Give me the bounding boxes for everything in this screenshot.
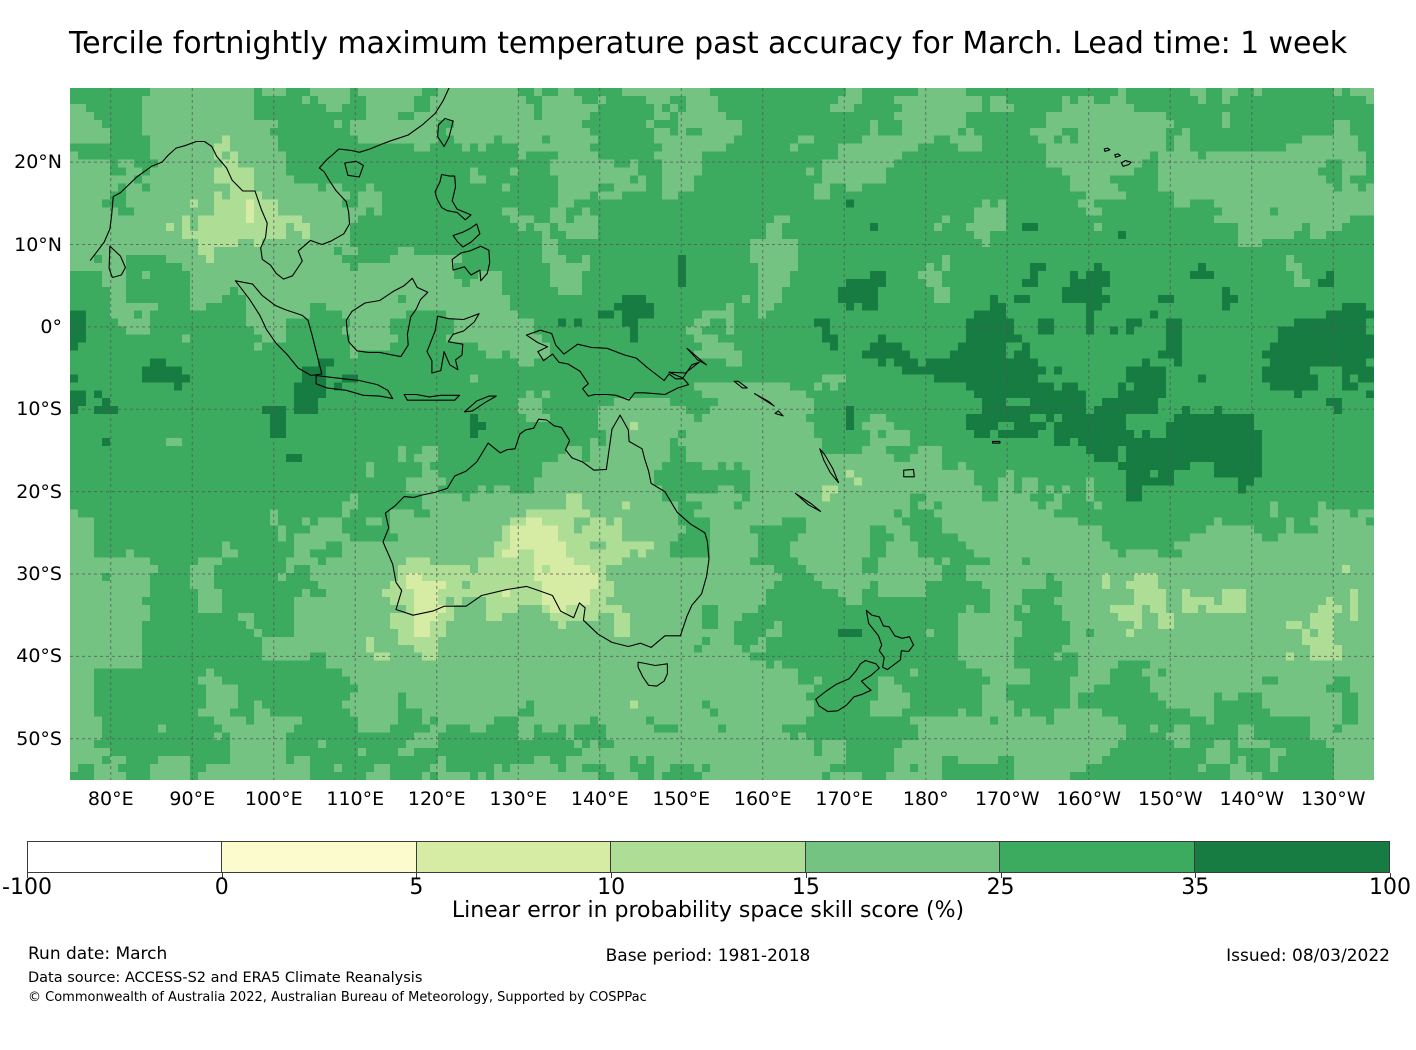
- coastline-path: [435, 175, 471, 220]
- copyright-text: © Commonwealth of Australia 2022, Austra…: [28, 990, 647, 1005]
- coastline-path: [904, 469, 915, 476]
- coastline-path: [775, 411, 783, 416]
- issued-date-text: Issued: 08/03/2022: [1226, 946, 1390, 966]
- coastlines: [70, 88, 1374, 780]
- x-tick-label: 160°E: [733, 788, 792, 810]
- colorbar-tick-label: 5: [409, 875, 424, 900]
- colorbar-gradient: [27, 841, 1390, 873]
- x-tick-label: 130°E: [489, 788, 548, 810]
- coastline-path: [235, 281, 321, 376]
- coastline-path: [427, 314, 479, 373]
- x-tick-label: 150°W: [1137, 788, 1203, 810]
- coastline-path: [687, 348, 707, 365]
- coastline-path: [638, 662, 667, 686]
- coastline-path: [1121, 161, 1131, 167]
- coastline-path: [795, 493, 820, 511]
- coastline-path: [276, 88, 449, 279]
- y-tick-label: 30°S: [16, 563, 62, 586]
- x-axis-tick-labels: 80°E 90°E 100°E 110°E 120°E 130°E 140°E 150°E 16…: [70, 788, 1374, 814]
- coastline-path: [316, 376, 393, 399]
- coastline-path: [346, 278, 428, 356]
- y-tick-label: 0°: [40, 315, 62, 338]
- colorbar-tick-label: 25: [986, 875, 1015, 900]
- colorbar-tick-label: -100: [2, 875, 52, 900]
- x-tick-label: 160°W: [1056, 788, 1122, 810]
- coastline-path: [820, 449, 839, 483]
- y-tick-label: 40°S: [16, 645, 62, 668]
- map-gridlines: [70, 88, 1374, 780]
- y-tick-label: 10°S: [16, 398, 62, 421]
- colorbar-tick-label: 35: [1181, 875, 1210, 900]
- x-tick-label: 170°W: [974, 788, 1040, 810]
- colorbar-segment: [1194, 842, 1389, 872]
- x-tick-label: 90°E: [169, 788, 216, 810]
- colorbar-tick-label: 0: [214, 875, 229, 900]
- coastline-path: [90, 142, 276, 274]
- y-tick-label: 10°N: [14, 233, 62, 256]
- coastline-path: [816, 661, 880, 712]
- x-tick-label: 130°W: [1300, 788, 1366, 810]
- colorbar-tick-label: 15: [791, 875, 820, 900]
- colorbar-tick-marks: [27, 873, 1391, 879]
- coastline-path: [452, 246, 490, 281]
- x-tick-label: 170°E: [815, 788, 874, 810]
- x-tick-label: 120°E: [407, 788, 466, 810]
- x-tick-label: 180°: [902, 788, 949, 810]
- skill-score-heatmap: [70, 88, 1374, 780]
- coastline-path: [438, 119, 454, 147]
- coastline-path: [755, 394, 775, 406]
- coastline-path: [383, 415, 709, 647]
- coastline-path: [109, 246, 125, 277]
- coastline-path: [465, 396, 497, 412]
- coastline-path: [734, 381, 747, 388]
- y-axis-tick-labels: 20°N 10°N 0° 10°S 20°S 30°S 40°S 50°S: [0, 88, 62, 780]
- x-tick-label: 100°E: [244, 788, 303, 810]
- colorbar-segment: [28, 842, 223, 872]
- plot-border: [70, 88, 1374, 780]
- coastline-path: [1115, 154, 1121, 157]
- coastline-path: [345, 161, 364, 177]
- coastline-path: [404, 395, 460, 401]
- y-tick-label: 20°S: [16, 480, 62, 503]
- colorbar-segment: [416, 842, 612, 872]
- x-tick-label: 150°E: [652, 788, 711, 810]
- figure-footer: Run date: March Base period: 1981-2018 I…: [0, 944, 1416, 1014]
- colorbar-tick-labels: -100 0 5 10 15 25 35 100: [2, 875, 1411, 903]
- data-source-text: Data source: ACCESS-S2 and ERA5 Climate …: [28, 970, 423, 986]
- colorbar-segment: [611, 842, 806, 872]
- y-tick-label: 20°N: [14, 151, 62, 174]
- y-tick-label: 50°S: [16, 727, 62, 750]
- map-plot-area: [70, 88, 1374, 780]
- coastline-path: [866, 610, 913, 669]
- coastline-path: [1104, 148, 1110, 151]
- run-date-text: Run date: March: [28, 944, 168, 964]
- x-tick-label: 80°E: [87, 788, 134, 810]
- x-tick-label: 140°E: [570, 788, 629, 810]
- base-period-text: Base period: 1981-2018: [605, 946, 811, 966]
- coastline-path: [526, 330, 688, 400]
- x-tick-label: 110°E: [326, 788, 385, 810]
- colorbar-segment: [805, 842, 1001, 872]
- coastline-path: [453, 224, 480, 247]
- coastline-path: [993, 441, 1000, 443]
- figure-title: Tercile fortnightly maximum temperature …: [69, 26, 1347, 61]
- colorbar-tick-label: 10: [597, 875, 626, 900]
- colorbar-segment: [222, 842, 417, 872]
- coastline-path: [669, 362, 699, 378]
- colorbar-axis-label: Linear error in probability space skill …: [451, 898, 965, 923]
- colorbar: [27, 841, 1390, 873]
- x-tick-label: 140°W: [1219, 788, 1285, 810]
- colorbar-segment: [1000, 842, 1195, 872]
- colorbar-tick-label: 100: [1369, 875, 1411, 900]
